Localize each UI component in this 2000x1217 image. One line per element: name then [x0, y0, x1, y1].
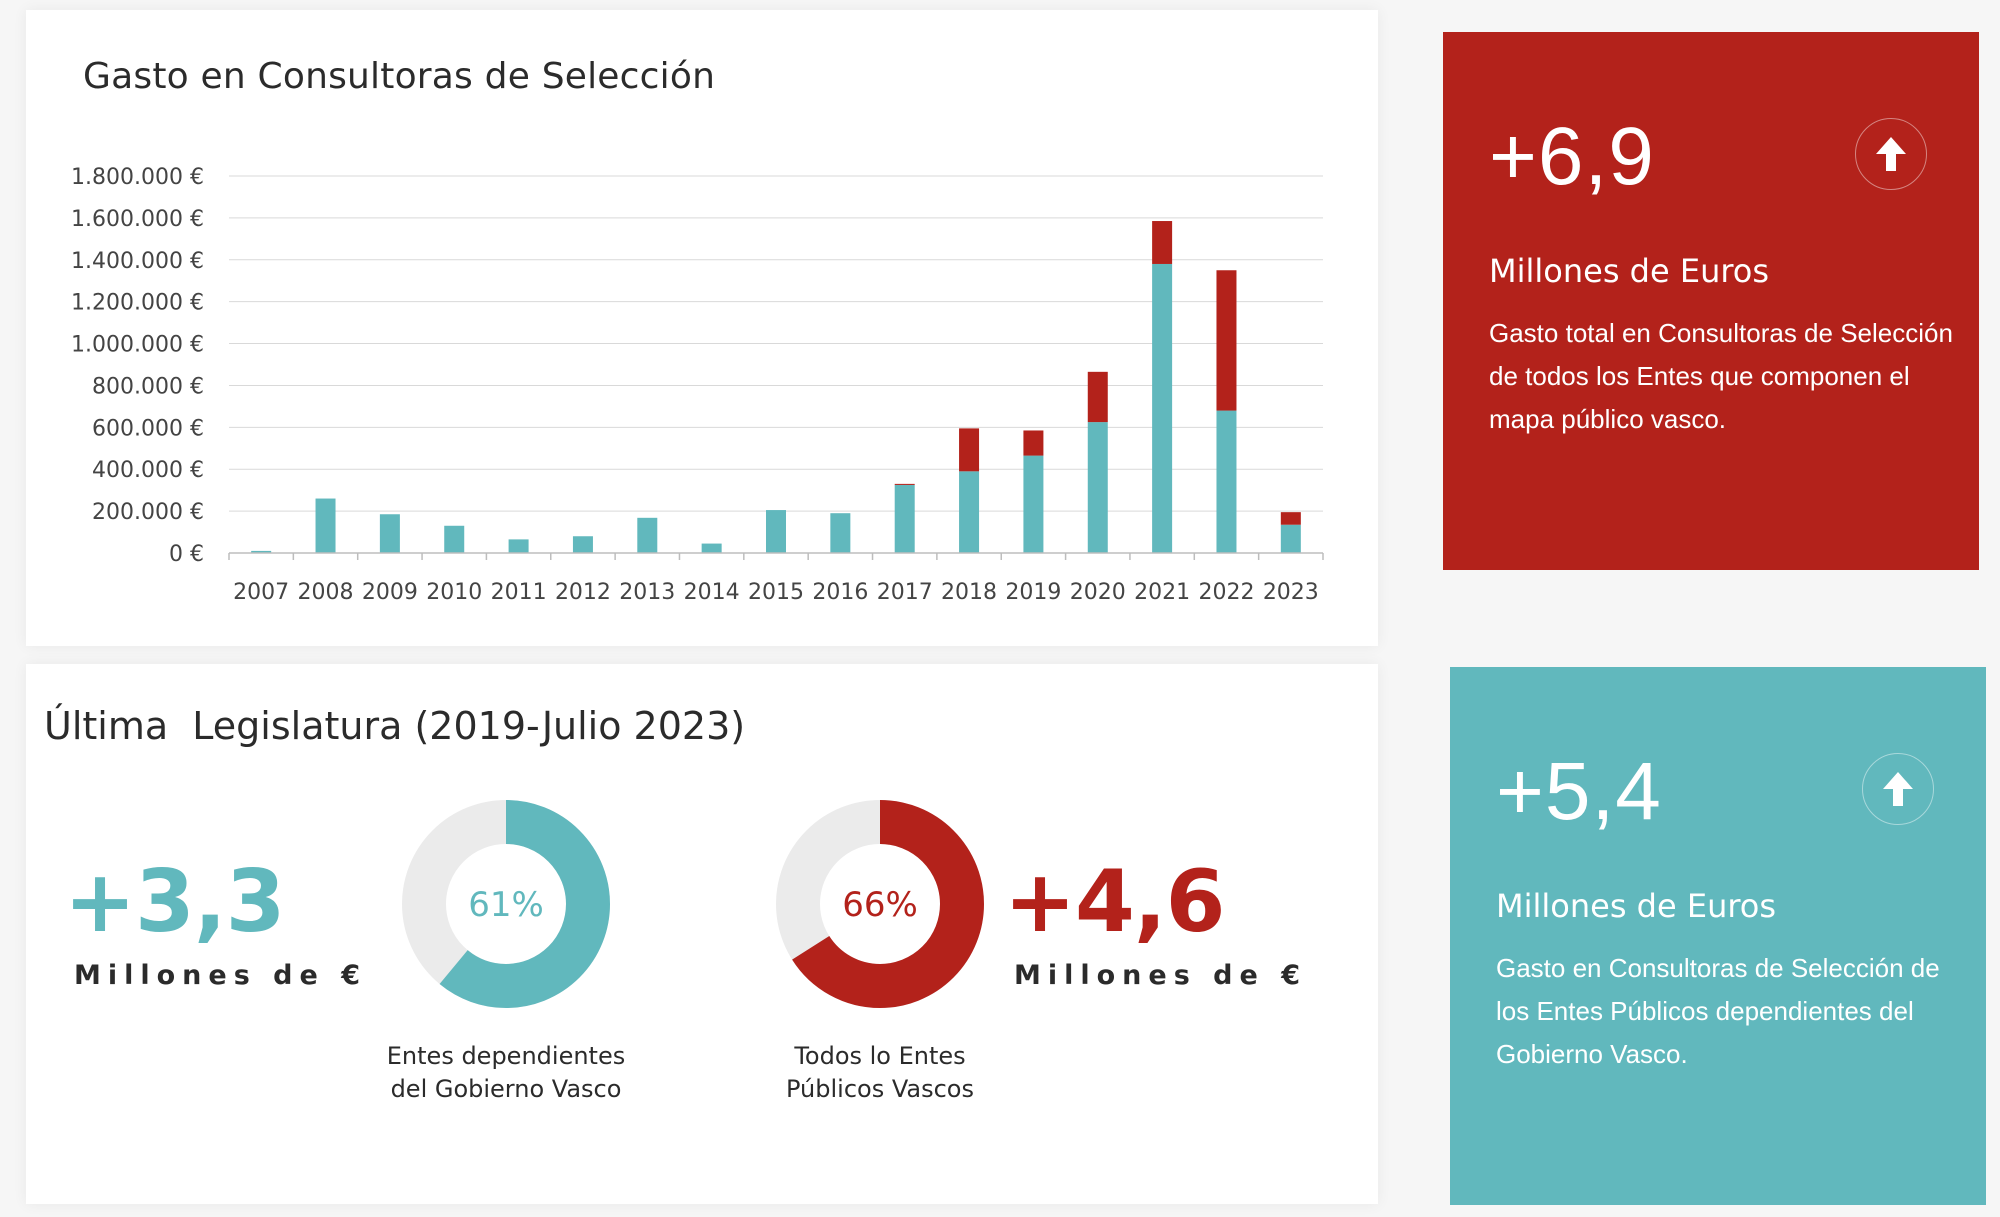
y-tick-label: 1.400.000 €: [71, 249, 204, 274]
left-total-value: +3,3: [64, 852, 285, 952]
y-tick-label: 1.200.000 €: [71, 291, 204, 316]
x-tick-label: 2015: [748, 580, 804, 605]
bar-2023-series-0: [1280, 524, 1301, 553]
bar-2008-series-0: [315, 498, 336, 553]
y-tick-label: 1.800.000 €: [71, 165, 204, 190]
bar-2020-series-1: [1087, 371, 1108, 423]
chart-gridlines: [229, 175, 1323, 512]
donut-caption-right: Todos lo Entes Públicos Vascos: [720, 1040, 1040, 1106]
right-total-value: +4,6: [1004, 852, 1225, 952]
y-tick-label: 1.600.000 €: [71, 207, 204, 232]
bar-2017-series-0: [894, 484, 915, 553]
kpi-description: Gasto en Consultoras de Selección de los…: [1496, 953, 1940, 1069]
kpi-card-gobierno: +5,4 Millones de Euros Gasto en Consulto…: [1450, 667, 1986, 1205]
x-tick-label: 2018: [941, 580, 997, 605]
x-tick-label: 2013: [619, 580, 675, 605]
x-tick-label: 2023: [1263, 580, 1319, 605]
x-tick-label: 2008: [298, 580, 354, 605]
bar-2010-series-0: [444, 525, 465, 553]
bar-2021-series-0: [1152, 263, 1173, 553]
x-tick-label: 2009: [362, 580, 418, 605]
caption-line: del Gobierno Vasco: [390, 1075, 622, 1103]
y-tick-label: 400.000 €: [92, 458, 204, 483]
bar-2011-series-0: [508, 539, 529, 553]
x-tick-label: 2021: [1134, 580, 1190, 605]
x-tick-label: 2014: [684, 580, 740, 605]
bar-2012-series-0: [572, 536, 593, 553]
bar-2015-series-0: [766, 510, 786, 553]
y-tick-label: 1.000.000 €: [71, 333, 204, 358]
arrow-up-glyph: [1883, 772, 1913, 806]
caption-line: Entes dependientes: [386, 1042, 626, 1070]
legislatura-panel: Última Legislatura (2019-Julio 2023) +3,…: [26, 664, 1378, 1204]
kpi-description: Gasto total en Consultoras de Selección …: [1489, 318, 1953, 434]
donut-percent-label: 61%: [468, 885, 544, 925]
legislatura-title: Última Legislatura (2019-Julio 2023): [44, 704, 746, 748]
bar-2016-series-0: [830, 513, 851, 553]
x-axis-ticks: 2007 2008 2009 2010 2011 2012 2013 2014 2015 2016…: [233, 580, 1319, 605]
bar-chart: 0 € 200.000 € 400.000 € 600.000 € 800.000 € 1…: [71, 165, 1324, 605]
donut-entes-dependientes: 61%: [402, 800, 610, 1008]
y-axis-ticks: 0 € 200.000 € 400.000 € 600.000 € 800.000 € 1…: [71, 165, 204, 567]
y-tick-label: 800.000 €: [92, 374, 204, 399]
x-axis: [228, 552, 1324, 560]
bar-2013-series-0: [637, 517, 658, 553]
bar-2018-series-1: [959, 428, 980, 472]
donut-caption-left: Entes dependientes del Gobierno Vasco: [346, 1040, 666, 1106]
y-tick-label: 0 €: [169, 542, 204, 567]
x-tick-label: 2012: [555, 580, 611, 605]
donut-todos-entes: 66%: [776, 800, 984, 1008]
arrow-up-icon: [1862, 753, 1934, 825]
y-tick-label: 600.000 €: [92, 416, 204, 441]
left-total-unit: Millones de €: [74, 960, 368, 991]
kpi-card-total: +6,9 Millones de Euros Gasto total en Co…: [1443, 32, 1979, 570]
x-tick-label: 2017: [877, 580, 933, 605]
bar-2018-series-0: [959, 471, 980, 553]
x-tick-label: 2010: [426, 580, 482, 605]
bar-2023-series-1: [1280, 512, 1301, 525]
caption-line: Todos lo Entes: [794, 1042, 966, 1070]
arrow-up-glyph: [1876, 137, 1906, 171]
caption-line: Públicos Vascos: [786, 1075, 974, 1103]
bar-2009-series-0: [379, 514, 400, 553]
arrow-up-icon: [1855, 118, 1927, 190]
bar-2017-series-1: [894, 483, 915, 485]
x-tick-label: 2022: [1198, 580, 1254, 605]
bar-2022-series-0: [1216, 410, 1237, 553]
bar-2022-series-1: [1216, 270, 1237, 411]
x-tick-label: 2016: [812, 580, 868, 605]
right-total-unit: Millones de €: [1014, 960, 1308, 991]
bar-2019-series-0: [1023, 455, 1044, 553]
y-tick-label: 200.000 €: [92, 500, 204, 525]
x-tick-label: 2007: [233, 580, 289, 605]
bar-2019-series-1: [1023, 430, 1044, 456]
x-tick-label: 2020: [1070, 580, 1126, 605]
bar-2007-series-0: [251, 550, 272, 553]
x-tick-label: 2019: [1005, 580, 1061, 605]
donut-value-arc: [402, 800, 610, 1008]
kpi-value: +5,4: [1496, 746, 1662, 837]
kpi-unit: Millones de Euros: [1496, 887, 1777, 925]
bar-2021-series-1: [1152, 221, 1173, 264]
chart-panel: Gasto en Consultoras de Selección 0 € 200…: [26, 10, 1378, 646]
chart-title: Gasto en Consultoras de Selección: [83, 56, 716, 97]
bar-2020-series-0: [1087, 422, 1108, 553]
donut-value-arc: [776, 800, 984, 1008]
x-tick-label: 2011: [491, 580, 547, 605]
kpi-value: +6,9: [1489, 111, 1655, 202]
chart-bars: [251, 221, 1301, 553]
donut-percent-label: 66%: [842, 885, 918, 925]
bar-2014-series-0: [701, 543, 722, 553]
kpi-unit: Millones de Euros: [1489, 252, 1770, 290]
